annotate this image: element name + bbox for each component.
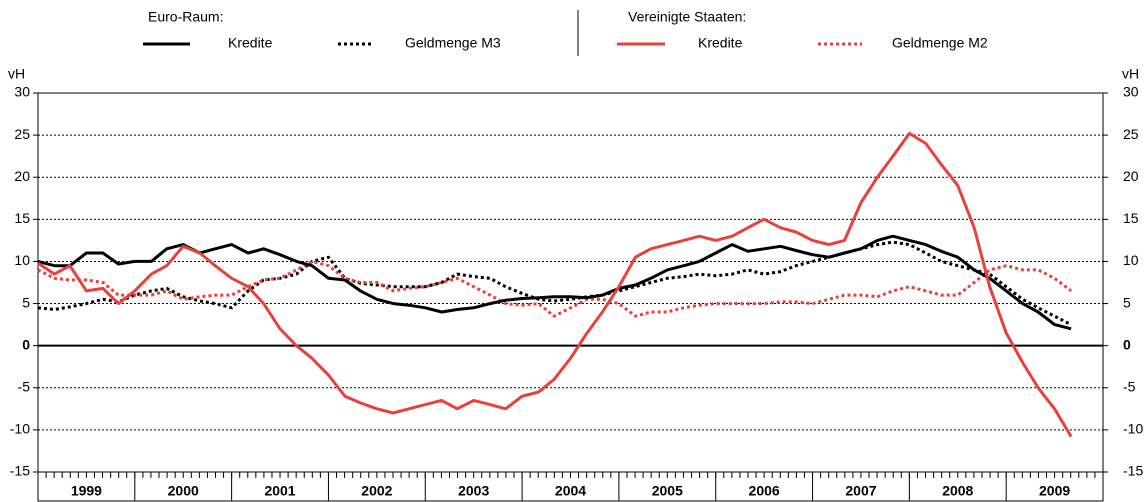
y2-tick-label: 10 [1123, 252, 1139, 268]
series-line [37, 131, 1073, 438]
y2-tick-label: 20 [1123, 168, 1139, 184]
y-tick-label: -5 [18, 378, 31, 394]
y-tick-label: -10 [10, 421, 30, 437]
y-tick-label: -15 [10, 463, 30, 479]
y2-tick-label: 0 [1123, 336, 1131, 352]
legend-group-title: Vereinigte Staaten: [628, 9, 746, 25]
y2-tick-label: 25 [1123, 126, 1139, 142]
y2-tick-label: -5 [1123, 378, 1136, 394]
legend-label: Kredite [698, 35, 743, 51]
legend-group-title: Euro-Raum: [148, 9, 223, 25]
legend-label: Kredite [228, 35, 273, 51]
y-tick-label: 5 [22, 294, 30, 310]
y-axis-label: vH [8, 66, 25, 82]
plot-frame [37, 92, 1104, 473]
year-label: 2008 [942, 483, 973, 499]
year-label: 2009 [1039, 483, 1070, 499]
y-tick-label: 15 [14, 210, 30, 226]
year-label: 2005 [652, 483, 683, 499]
y-tick-label: 30 [14, 84, 30, 100]
year-label: 2002 [361, 483, 392, 499]
y2-axis-label: vH [1122, 66, 1139, 82]
y2-tick-label: -15 [1123, 463, 1143, 479]
year-label: 2007 [845, 483, 876, 499]
y2-tick-label: 30 [1123, 84, 1139, 100]
year-label: 2001 [264, 483, 295, 499]
y2-tick-label: -10 [1123, 421, 1143, 437]
y2-tick-label: 15 [1123, 210, 1139, 226]
legend-label: Geldmenge M2 [892, 35, 988, 51]
y-tick-label: 25 [14, 126, 30, 142]
year-label: 2004 [555, 483, 586, 499]
y-tick-label: 20 [14, 168, 30, 184]
series-line [37, 234, 1072, 331]
legend-label: Geldmenge M3 [405, 35, 501, 51]
y-tick-label: 10 [14, 252, 30, 268]
year-label: 1999 [71, 483, 102, 499]
y-tick-label: 0 [22, 336, 30, 352]
year-label: 2006 [749, 483, 780, 499]
y2-tick-label: 5 [1123, 294, 1131, 310]
year-label: 2003 [458, 483, 489, 499]
series-line [37, 259, 1073, 318]
series-line [37, 240, 1072, 326]
year-label: 2000 [168, 483, 199, 499]
